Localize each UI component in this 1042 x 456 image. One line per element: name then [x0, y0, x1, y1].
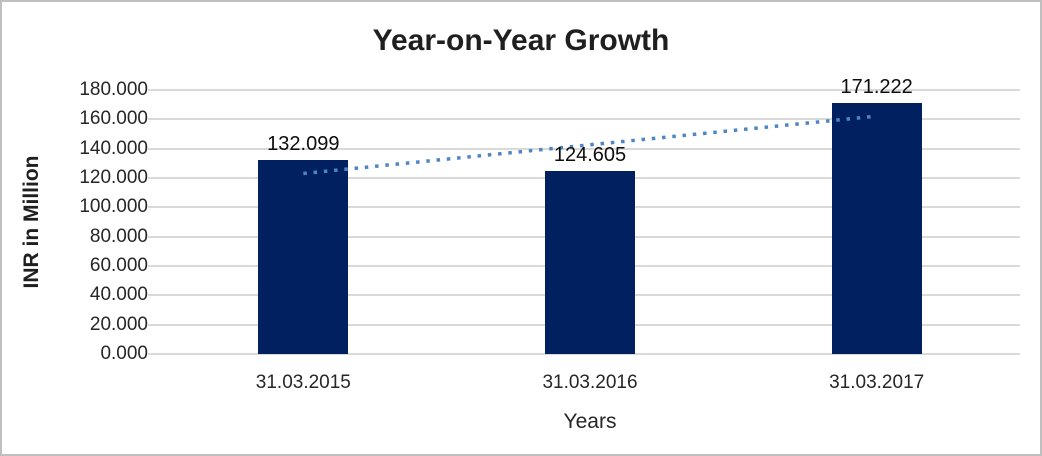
y-axis-tick-mark — [148, 118, 160, 121]
bar — [545, 171, 635, 354]
bar-data-label: 171.222 — [840, 75, 913, 98]
y-axis-tick-label: 40.000 — [89, 284, 148, 306]
y-axis-tick-mark — [148, 265, 160, 267]
y-axis-tick-mark — [148, 147, 160, 150]
x-axis-tick-label: 31.03.2016 — [542, 372, 638, 393]
y-axis-tick-label: 100.000 — [79, 196, 148, 218]
y-axis-tick-label: 180.000 — [79, 79, 148, 100]
bar-data-label: 132.099 — [267, 133, 340, 156]
y-axis-tick-mark — [148, 353, 160, 355]
y-axis-tick-label: 60.000 — [89, 255, 148, 276]
y-axis-tick-mark — [148, 294, 160, 297]
y-axis-tick-label: 160.000 — [79, 108, 148, 130]
x-axis-tick-label: 31.03.2015 — [255, 372, 351, 393]
gridline — [160, 353, 1020, 355]
bar — [831, 102, 922, 354]
bar-data-label: 124.605 — [553, 144, 627, 167]
gridline — [160, 147, 1020, 150]
trendline-dotted — [303, 114, 877, 176]
y-axis-tick-label: 20.000 — [89, 313, 148, 335]
y-axis-tick-mark — [148, 89, 160, 91]
y-axis-tick-mark — [148, 206, 160, 209]
y-axis-tick-label: 140.000 — [79, 137, 148, 159]
gridline — [160, 118, 1020, 121]
chart-title: Year-on-Year Growth — [372, 24, 670, 57]
y-axis-tick-label: 120.000 — [79, 167, 148, 188]
trendline — [303, 114, 877, 176]
y-axis-tick-label: 80.000 — [89, 225, 148, 247]
gridline — [160, 89, 1020, 91]
x-axis-tick-label: 31.03.2017 — [829, 372, 925, 393]
y-axis-tick-mark — [148, 235, 160, 238]
plot-area — [160, 89, 1020, 355]
y-axis-tick-mark — [148, 177, 160, 179]
y-axis-tick-label: 0.000 — [100, 343, 148, 364]
y-axis-tick-mark — [148, 323, 160, 326]
bar — [258, 160, 349, 354]
x-axis-title: Years — [563, 410, 617, 433]
